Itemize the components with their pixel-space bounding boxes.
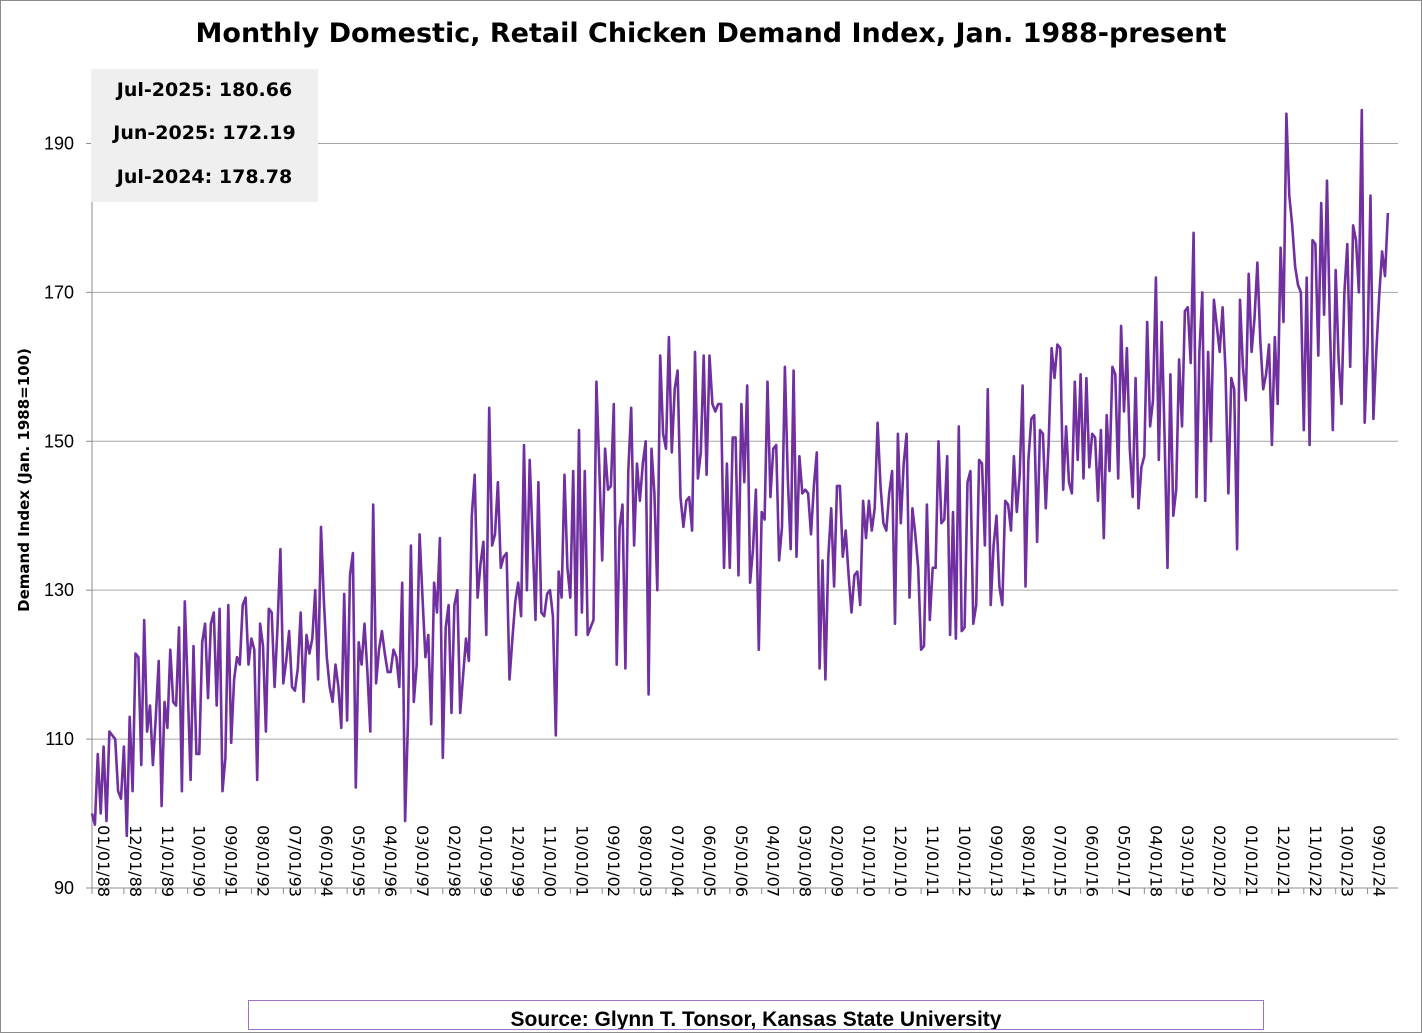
- x-tick-label: 07/01/93: [285, 825, 304, 897]
- x-tick-label: 02/01/09: [827, 825, 846, 897]
- x-tick-label: 09/01/02: [604, 825, 623, 897]
- chart-title: Monthly Domestic, Retail Chicken Demand …: [195, 18, 1227, 49]
- x-tick-label: 12/01/10: [891, 825, 910, 897]
- x-tick-label: 07/01/04: [668, 825, 687, 897]
- x-tick-label: 02/01/20: [1210, 825, 1229, 897]
- x-tick-label: 07/01/15: [1051, 825, 1070, 897]
- x-tick-label: 04/01/18: [1146, 825, 1165, 897]
- x-tick-label: 06/01/05: [700, 825, 719, 897]
- x-tick-label: 11/01/00: [540, 825, 559, 897]
- x-tick-label: 06/01/94: [317, 825, 336, 897]
- x-tick-label: 10/01/23: [1338, 825, 1357, 897]
- y-tick-label: 130: [44, 580, 74, 600]
- x-tick-label: 01/01/21: [1242, 825, 1261, 897]
- x-tick-label: 04/01/96: [381, 825, 400, 897]
- source-note: Source: Glynn T. Tonsor, Kansas State Un…: [248, 1000, 1264, 1030]
- x-tick-label: 01/01/99: [477, 825, 496, 897]
- y-tick-label: 170: [44, 282, 74, 302]
- y-tick-label: 110: [45, 729, 74, 749]
- x-axis-ticks: 01/01/88 12/01/88 11/01/89 10/01/90 09/01/91…: [91, 825, 1389, 897]
- x-tick-label: 01/01/88: [94, 825, 113, 897]
- stat-label: Jul-2024:: [116, 166, 213, 188]
- x-tick-label: 08/01/92: [253, 825, 272, 897]
- stat-label: Jun-2025:: [113, 122, 216, 144]
- stat-label: Jul-2025:: [116, 79, 213, 101]
- x-tick-label: 06/01/16: [1083, 825, 1102, 897]
- stat-row: Jul-2024: 178.78: [91, 166, 318, 188]
- x-tick-label: 08/01/03: [636, 825, 655, 897]
- x-tick-label: 08/01/14: [1019, 825, 1038, 897]
- x-tick-label: 03/01/08: [796, 825, 815, 897]
- y-tick-label: 90: [54, 878, 74, 898]
- x-tick-label: 11/01/89: [158, 825, 177, 897]
- stats-box: Jul-2025: 180.66 Jun-2025: 172.19 Jul-20…: [91, 69, 318, 202]
- x-tick-label: 10/01/01: [572, 825, 591, 897]
- x-tick-label: 09/01/91: [222, 825, 241, 897]
- x-tick-label: 12/01/21: [1274, 825, 1293, 897]
- x-tick-label: 02/01/98: [445, 825, 464, 897]
- y-axis-ticks: 90 110 130 150 170 190: [44, 133, 92, 898]
- x-tick-label: 05/01/17: [1114, 825, 1133, 897]
- stat-row: Jul-2025: 180.66: [91, 79, 318, 101]
- x-tick-label: 10/01/90: [190, 825, 209, 897]
- x-tick-label: 10/01/12: [955, 825, 974, 897]
- x-tick-label: 09/01/24: [1370, 825, 1389, 897]
- stat-value: 178.78: [218, 166, 293, 188]
- y-axis-label: Demand Index (Jan. 1988=100): [15, 348, 33, 612]
- axes: [91, 69, 1398, 889]
- x-tick-label: 05/01/06: [732, 825, 751, 897]
- x-tick-label: 05/01/95: [349, 825, 368, 897]
- x-tick-label: 03/01/97: [413, 825, 432, 897]
- x-tick-label: 04/01/07: [764, 825, 783, 897]
- x-tick-label: 09/01/13: [987, 825, 1006, 897]
- stat-value: 172.19: [222, 122, 296, 144]
- x-tick-label: 12/01/99: [509, 825, 528, 897]
- x-tick-label: 03/01/19: [1178, 825, 1197, 897]
- series-line: [90, 108, 1390, 838]
- y-tick-label: 190: [44, 133, 74, 153]
- stat-row: Jun-2025: 172.19: [91, 122, 318, 144]
- x-tick-label: 11/01/22: [1306, 825, 1325, 897]
- x-tick-label: 11/01/11: [923, 825, 942, 897]
- x-tick-label: 01/01/10: [859, 825, 878, 897]
- stat-value: 180.66: [218, 79, 293, 101]
- x-tick-label: 12/01/88: [126, 825, 145, 897]
- y-tick-label: 150: [44, 431, 74, 451]
